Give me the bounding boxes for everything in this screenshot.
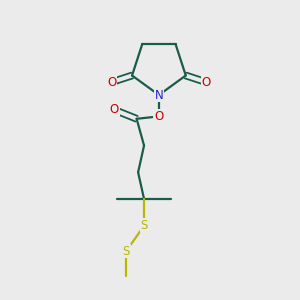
- Text: O: O: [202, 76, 211, 88]
- Text: S: S: [122, 244, 130, 258]
- Text: O: O: [154, 110, 164, 123]
- Text: N: N: [154, 88, 163, 101]
- Text: S: S: [140, 219, 148, 232]
- Text: O: O: [107, 76, 116, 88]
- Text: O: O: [110, 103, 119, 116]
